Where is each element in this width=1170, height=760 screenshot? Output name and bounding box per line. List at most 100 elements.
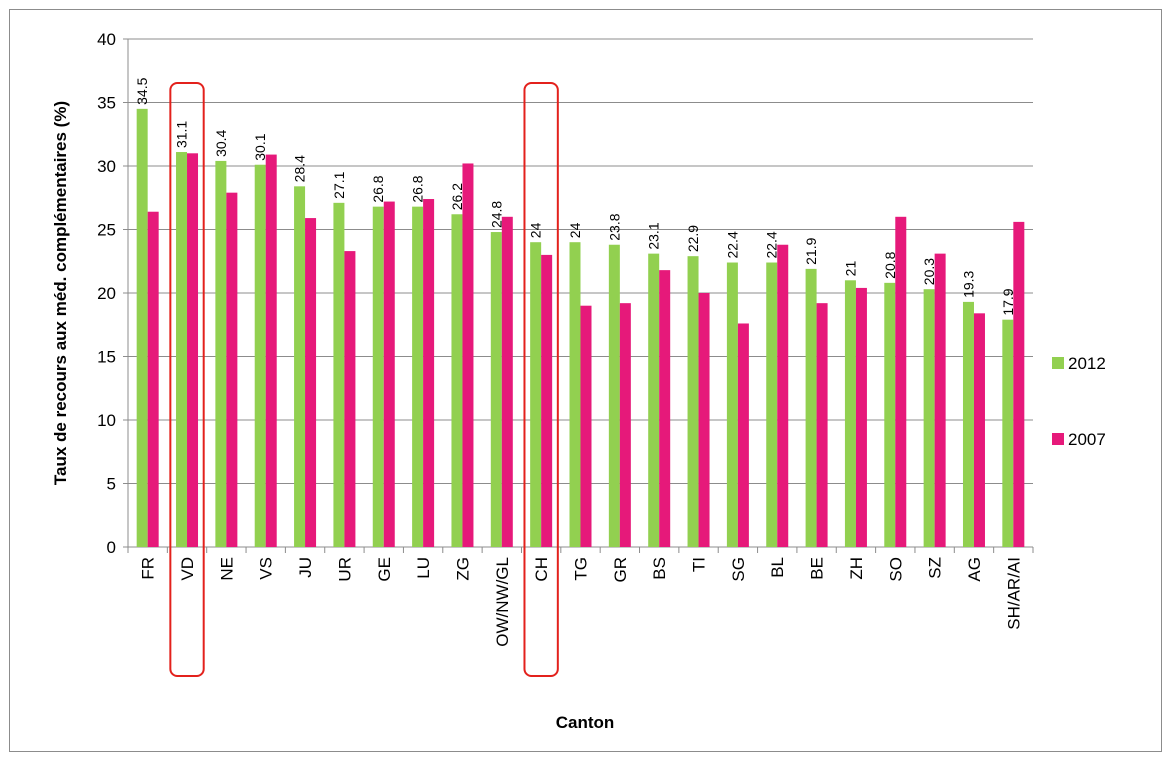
bar-2012: [726, 262, 738, 547]
x-tick-label: SG: [729, 557, 748, 582]
bar-2007: [541, 254, 553, 547]
bar-2007: [265, 154, 277, 547]
bar-2012: [412, 206, 424, 547]
bar-2007: [147, 211, 159, 547]
bar-2012: [608, 244, 620, 548]
bar-2012: [530, 242, 542, 547]
data-label: 30.4: [213, 129, 229, 156]
data-label: 23.1: [646, 222, 662, 249]
x-tick-label: VS: [257, 557, 276, 580]
x-tick-label: TG: [572, 557, 591, 581]
bar-2007: [973, 313, 985, 547]
bar-2012: [923, 289, 935, 547]
bar-2012: [333, 202, 345, 547]
bar-2012: [372, 206, 384, 547]
bar-2007: [1013, 221, 1025, 547]
x-tick-label: BS: [650, 557, 669, 580]
data-label: 20.3: [921, 258, 937, 285]
x-tick-label: GR: [611, 557, 630, 583]
bar-2007: [659, 270, 671, 547]
y-tick-label: 40: [97, 30, 116, 49]
data-label: 34.5: [134, 77, 150, 104]
data-label: 24: [567, 222, 583, 238]
bar-2007: [383, 201, 395, 547]
bar-2012: [884, 282, 896, 547]
x-tick-label: BE: [808, 557, 827, 580]
bar-2007: [895, 216, 907, 548]
bar-2007: [934, 253, 946, 547]
data-label: 24.8: [488, 201, 504, 228]
data-label: 21: [842, 261, 858, 277]
bar-2012: [766, 262, 778, 547]
data-label: 24: [528, 222, 544, 238]
bar-2012: [136, 108, 148, 547]
x-tick-label: JU: [296, 557, 315, 578]
bar-2007: [501, 216, 513, 548]
x-tick-label: ZH: [847, 557, 866, 580]
x-tick-label: AG: [965, 557, 984, 582]
x-tick-label: VD: [178, 557, 197, 581]
bar-2012: [962, 301, 974, 547]
y-tick-label: 5: [107, 475, 116, 494]
bar-2012: [176, 152, 188, 547]
data-label: 20.8: [882, 251, 898, 278]
bar-chart: 0 5 10 15 20 25 30 35 40 34.5 FR 31.1 VD 30.4 NE 30.1 VS…: [51, 30, 1106, 732]
x-tick-label: UR: [335, 557, 354, 582]
bar-2007: [187, 153, 199, 548]
bar-2007: [580, 305, 592, 547]
bar-2012: [254, 164, 266, 548]
y-tick-label: 10: [97, 411, 116, 430]
bar-2007: [737, 323, 749, 547]
x-tick-label: GE: [375, 557, 394, 582]
bar-2012: [687, 256, 699, 547]
bar-2012: [844, 280, 856, 547]
bar-2007: [344, 251, 356, 547]
data-label: 26.8: [410, 175, 426, 202]
data-label: 30.1: [252, 133, 268, 160]
data-label: 23.8: [606, 213, 622, 240]
data-label: 19.3: [960, 270, 976, 297]
x-tick-label: SZ: [926, 557, 945, 579]
bar-2007: [777, 244, 789, 548]
y-tick-label: 25: [97, 221, 116, 240]
data-label: 26.8: [370, 175, 386, 202]
bar-2012: [1002, 319, 1014, 547]
y-tick-label: 20: [97, 284, 116, 303]
bar-2012: [294, 186, 306, 547]
y-tick-label: 30: [97, 157, 116, 176]
bar-2007: [698, 293, 710, 547]
bar-2007: [619, 303, 631, 547]
x-tick-label: BL: [768, 557, 787, 578]
chart-area: 0 5 10 15 20 25 30 35 40 34.5 FR 31.1 VD 30.4 NE 30.1 VS…: [9, 9, 1162, 752]
legend-label-2012: 2012: [1068, 354, 1106, 373]
x-tick-label: SO: [886, 557, 905, 582]
x-tick-label: TI: [690, 557, 709, 572]
y-tick-label: 35: [97, 94, 116, 113]
bar-2007: [855, 287, 867, 547]
bar-2007: [816, 303, 828, 547]
data-label: 31.1: [174, 121, 190, 148]
y-tick-label: 15: [97, 348, 116, 367]
data-label: 22.4: [724, 231, 740, 258]
bar-2007: [462, 163, 474, 547]
x-tick-label: LU: [414, 557, 433, 579]
bar-2007: [226, 192, 238, 548]
data-label: 22.9: [685, 225, 701, 252]
x-tick-label: FR: [139, 557, 158, 580]
x-axis-title: Canton: [556, 713, 615, 732]
bar-2012: [451, 214, 463, 547]
legend-label-2007: 2007: [1068, 430, 1106, 449]
bar-2012: [569, 242, 581, 547]
x-tick-label: SH/AR/AI: [1004, 557, 1023, 630]
bar-2012: [805, 268, 817, 547]
data-label: 22.4: [764, 231, 780, 258]
x-tick-label: ZG: [453, 557, 472, 581]
data-label: 27.1: [331, 171, 347, 198]
legend-swatch-2007: [1052, 433, 1064, 445]
highlight-box: [523, 82, 559, 677]
bar-2012: [490, 232, 502, 548]
x-tick-label: NE: [217, 557, 236, 581]
bar-2012: [215, 160, 227, 548]
data-label: 28.4: [292, 155, 308, 182]
bar-2012: [648, 253, 660, 547]
